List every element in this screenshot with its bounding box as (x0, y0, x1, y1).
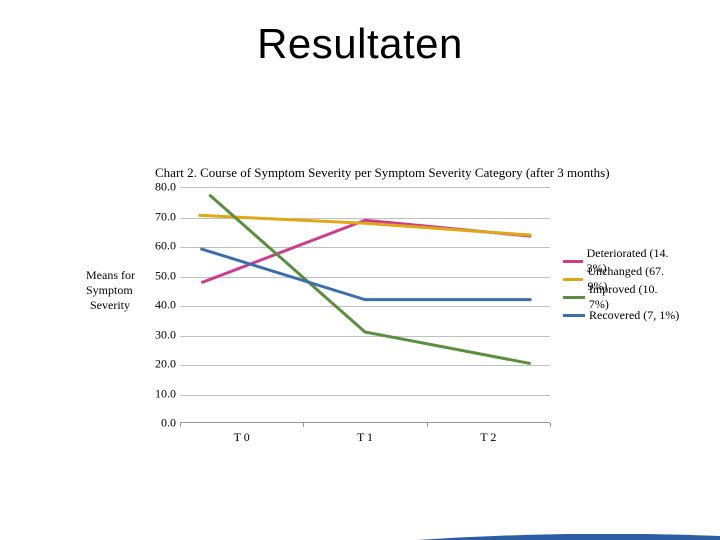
legend: Deteriorated (14. 3%)Unchanged (67. 9%)I… (563, 252, 680, 324)
y-tick-label: 40.0 (148, 298, 176, 313)
x-tick-label: T 1 (357, 430, 373, 445)
y-axis-title: Means for (86, 268, 135, 283)
legend-swatch (563, 296, 585, 299)
series-line (199, 215, 532, 235)
x-axis (180, 422, 550, 423)
y-tick-label: 70.0 (148, 209, 176, 224)
y-axis-title-line: Symptom (86, 283, 133, 297)
y-tick-label: 80.0 (148, 180, 176, 195)
chart-title: Chart 2. Course of Symptom Severity per … (155, 165, 675, 181)
y-tick-label: 20.0 (148, 357, 176, 372)
y-axis-title-line: Severity (90, 298, 130, 312)
legend-swatch (563, 260, 583, 263)
y-tick-label: 60.0 (148, 239, 176, 254)
x-tick-label: T 0 (234, 430, 250, 445)
y-axis-title-line: Means for (86, 268, 135, 283)
y-axis-title: Symptom (86, 283, 133, 298)
x-tick (550, 423, 551, 427)
legend-swatch (563, 314, 585, 317)
x-tick (427, 423, 428, 427)
y-tick-label: 50.0 (148, 268, 176, 283)
y-axis-title: Severity (90, 298, 130, 313)
legend-swatch (563, 278, 583, 281)
x-tick-label: T 2 (480, 430, 496, 445)
page-title: Resultaten (0, 20, 720, 68)
legend-item: Improved (10. 7%) (563, 288, 680, 306)
plot-area: T 0T 1T 2 (180, 187, 550, 423)
legend-item: Recovered (7, 1%) (563, 306, 680, 324)
legend-label: Recovered (7, 1%) (589, 308, 679, 323)
footer-accent (0, 534, 720, 540)
chart-lines (180, 188, 550, 423)
chart-container: Chart 2. Course of Symptom Severity per … (60, 165, 680, 465)
x-tick (180, 423, 181, 427)
y-tick-label: 10.0 (148, 386, 176, 401)
x-tick (303, 423, 304, 427)
series-line (200, 249, 531, 300)
y-tick-label: 30.0 (148, 327, 176, 342)
y-tick-label: 0.0 (148, 416, 176, 431)
